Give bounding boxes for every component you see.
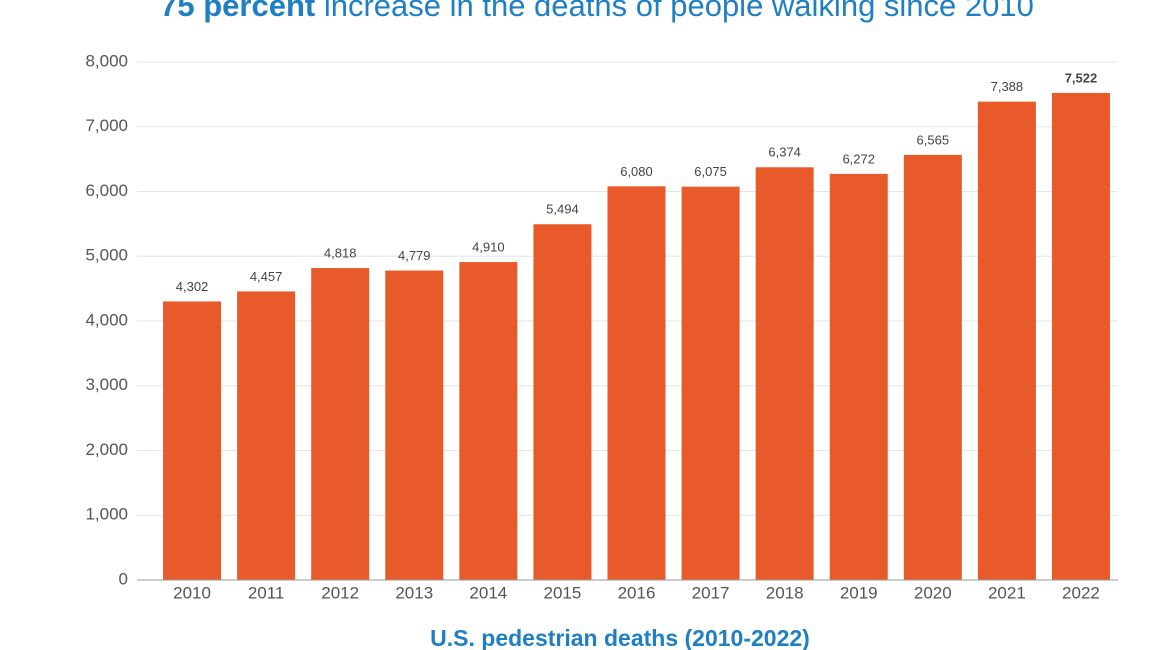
bar [829, 173, 888, 580]
bar [533, 224, 592, 581]
y-tick-label: 2,000 [85, 440, 128, 459]
x-tick-label: 2017 [692, 583, 730, 602]
value-label: 6,075 [694, 164, 727, 179]
x-tick-label: 2016 [618, 583, 656, 602]
y-tick-label: 4,000 [85, 310, 128, 329]
y-tick-label: 1,000 [85, 505, 128, 524]
value-label: 4,818 [324, 245, 357, 260]
value-label: 6,080 [620, 164, 653, 179]
y-tick-label: 6,000 [85, 181, 128, 200]
chart-subtitle: U.S. pedestrian deaths (2010-2022) [430, 625, 810, 650]
x-tick-label: 2022 [1062, 583, 1100, 602]
title-rest: increase in the deaths of people walking… [324, 0, 1034, 23]
y-tick-label: 0 [119, 569, 128, 588]
value-label: 6,565 [917, 132, 950, 147]
chart-title: 75 percent increase in the deaths of peo… [160, 0, 1034, 23]
value-label: 4,302 [176, 279, 209, 294]
y-tick-label: 7,000 [85, 116, 128, 135]
x-tick-label: 2015 [544, 583, 582, 602]
title-emphasis: 75 percent [160, 0, 315, 23]
y-tick-label: 5,000 [85, 246, 128, 265]
value-label: 4,457 [250, 269, 283, 284]
value-label: 4,779 [398, 248, 431, 263]
x-tick-label: 2014 [469, 583, 507, 602]
value-label: 6,272 [842, 151, 875, 166]
x-tick-label: 2013 [395, 583, 433, 602]
bar [311, 268, 370, 580]
bar [755, 167, 814, 580]
y-tick-label: 3,000 [85, 375, 128, 394]
bar [237, 291, 296, 580]
value-label: 7,388 [991, 79, 1024, 94]
bar [163, 301, 222, 580]
x-tick-label: 2020 [914, 583, 952, 602]
x-tick-label: 2018 [766, 583, 804, 602]
bar [903, 154, 962, 580]
value-label: 4,910 [472, 240, 505, 255]
y-tick-label: 8,000 [85, 51, 128, 70]
x-tick-label: 2019 [840, 583, 878, 602]
x-tick-label: 2012 [321, 583, 359, 602]
x-tick-label: 2010 [173, 583, 211, 602]
bar [459, 262, 518, 580]
bar [385, 270, 444, 580]
bar [607, 186, 666, 580]
x-tick-label: 2011 [248, 583, 285, 602]
bar [681, 186, 740, 581]
value-label: 7,522 [1065, 70, 1098, 85]
bar [1051, 92, 1110, 580]
bar [977, 101, 1036, 580]
value-label: 5,494 [546, 202, 579, 217]
value-label: 6,374 [768, 145, 801, 160]
x-tick-label: 2021 [988, 583, 1026, 602]
